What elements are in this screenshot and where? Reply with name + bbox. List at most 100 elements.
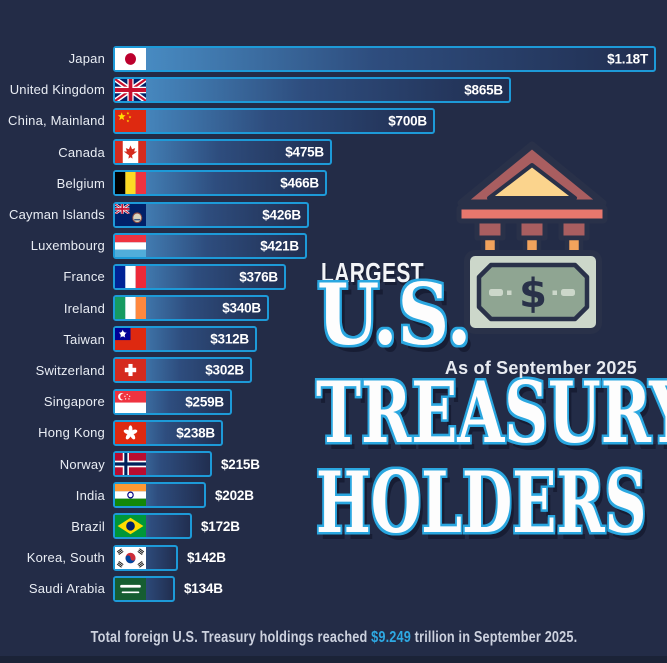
bar-row: Saudi Arabia $134B [0, 573, 656, 604]
bar-luxembourg: $421B [113, 232, 307, 259]
flag-icon-canada [115, 141, 146, 164]
value-label: $142B [187, 550, 226, 566]
flag-icon-united-kingdom [115, 78, 146, 101]
bar-china-mainland: $700B [113, 107, 435, 134]
value-label: $134B [184, 581, 223, 597]
bar-canada: $475B [113, 139, 332, 166]
as-of-date: As of September 2025 [444, 358, 637, 378]
footer-note: Total foreign U.S. Treasury holdings rea… [90, 629, 577, 647]
country-label: Japan [68, 51, 105, 67]
flag-icon-norway [115, 453, 146, 476]
value-label: $215B [221, 456, 260, 472]
flag-icon-france [115, 265, 146, 288]
flag-icon-china-mainland [115, 109, 146, 132]
bar-row: Belgium $466B [0, 168, 656, 199]
bar-switzerland: $302B [113, 357, 252, 384]
flag-icon-taiwan [115, 328, 146, 351]
country-label: Ireland [63, 300, 105, 316]
footer-note-prefix: Total foreign U.S. Treasury holdings rea… [90, 629, 371, 646]
country-label: United Kingdom [9, 82, 105, 98]
value-label: $202B [215, 487, 254, 503]
value-label: $466B [280, 175, 319, 191]
bar-japan: $1.18T [113, 45, 656, 72]
bar-saudi-arabia [113, 575, 175, 602]
bar-row: Taiwan $312B [0, 324, 656, 355]
bar-brazil [113, 513, 192, 540]
flag-icon-cayman-islands [115, 203, 146, 226]
country-label: Cayman Islands [8, 207, 105, 223]
bar-row: China, Mainland $700B [0, 105, 656, 136]
flag-icon-luxembourg [115, 234, 146, 257]
value-label: $1.18T [607, 51, 648, 67]
country-label: Taiwan [63, 331, 105, 347]
bar-row: Switzerland $302B [0, 355, 656, 386]
flag-icon-india [115, 484, 146, 507]
flag-icon-singapore [115, 390, 146, 413]
flag-icon-belgium [115, 172, 146, 195]
value-label: $865B [464, 82, 503, 98]
country-label: Korea, South [26, 550, 105, 566]
value-label: $426B [262, 207, 301, 223]
bar-singapore: $259B [113, 388, 232, 415]
title-line-us: U.S. [317, 265, 472, 364]
dollar-bill-icon: $ [464, 250, 602, 334]
treasury-holders-bar-chart: Japan $1.18T United Kingdom $865B China, Mai… [0, 43, 656, 604]
bank-icon: $ [456, 141, 608, 334]
bar-united-kingdom: $865B [113, 76, 511, 103]
country-label: Canada [58, 144, 105, 160]
value-label: $259B [185, 394, 224, 410]
country-label: Luxembourg [30, 238, 105, 254]
country-label: China, Mainland [8, 113, 105, 129]
bottom-strip [0, 656, 667, 663]
bar-cayman-islands: $426B [113, 201, 309, 228]
bar-row: Ireland $340B [0, 293, 656, 324]
bar-row: Japan $1.18T [0, 43, 656, 74]
country-label: Brazil [71, 518, 105, 534]
country-label: Switzerland [35, 362, 105, 378]
bar-row: France $376B [0, 261, 656, 292]
bar-ireland: $340B [113, 295, 269, 322]
country-label: Norway [59, 456, 105, 472]
value-label: $700B [388, 113, 427, 129]
footer-note-highlight: $9.249 [370, 629, 411, 646]
bar-row: Singapore $259B [0, 386, 656, 417]
title-kicker: LARGEST [321, 257, 424, 288]
country-label: Saudi Arabia [28, 581, 105, 597]
value-label: $302B [205, 362, 244, 378]
bar-row: Cayman Islands $426B [0, 199, 656, 230]
flag-icon-saudi-arabia [115, 577, 146, 600]
flag-icon-switzerland [115, 359, 146, 382]
footer-note-suffix: trillion in September 2025. [410, 629, 577, 646]
flag-icon-korea-south [115, 546, 146, 569]
flag-icon-brazil [115, 515, 146, 538]
bar-row: Norway $215B [0, 448, 656, 479]
bar-row: India $202B [0, 480, 656, 511]
bar-row: Canada $475B [0, 137, 656, 168]
bar-row: Hong Kong $238B [0, 417, 656, 448]
bar-hong-kong: $238B [113, 419, 223, 446]
country-label: Belgium [56, 175, 105, 191]
bar-row: Brazil $172B [0, 511, 656, 542]
flag-icon-ireland [115, 297, 146, 320]
country-label: Singapore [43, 394, 105, 410]
country-label: France [63, 269, 105, 285]
svg-text:$: $ [519, 271, 547, 317]
bar-row: Korea, South $142B [0, 542, 656, 573]
bar-india [113, 482, 206, 509]
flag-icon-japan [115, 47, 146, 70]
title-line-treasury: TREASURY [316, 363, 667, 462]
country-label: India [75, 487, 105, 503]
value-label: $421B [260, 238, 299, 254]
title-line-holders: HOLDERS [316, 453, 647, 552]
value-label: $312B [210, 331, 249, 347]
value-label: $172B [201, 518, 240, 534]
flag-icon-hong-kong [115, 421, 146, 444]
value-label: $238B [176, 425, 215, 441]
bar-norway [113, 451, 212, 478]
country-label: Hong Kong [38, 425, 105, 441]
bar-france: $376B [113, 263, 286, 290]
bar-taiwan: $312B [113, 326, 257, 353]
value-label: $475B [285, 144, 324, 160]
bar-row: Luxembourg $421B [0, 230, 656, 261]
bar-korea-south [113, 544, 178, 571]
